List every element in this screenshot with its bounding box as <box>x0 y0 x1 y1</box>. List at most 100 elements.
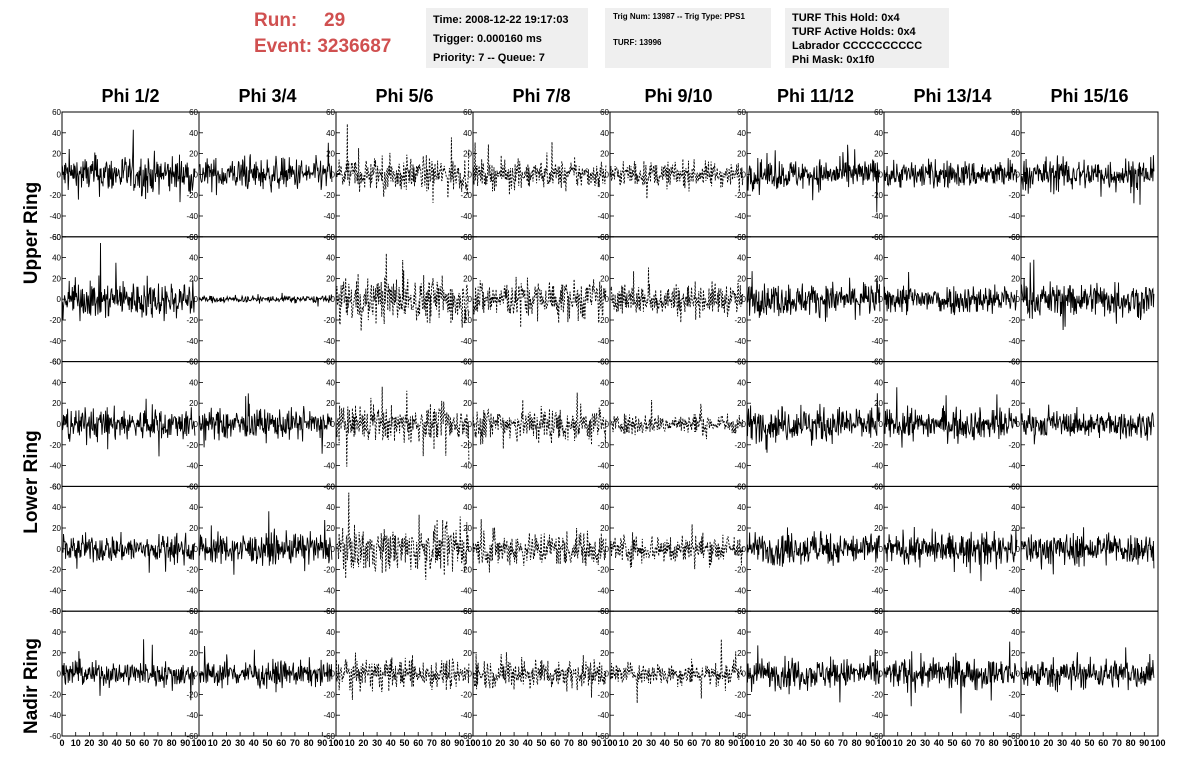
y-tick-label: -60 <box>734 482 746 491</box>
x-tick-label: 90 <box>865 738 875 748</box>
event-value: 3236687 <box>317 36 392 57</box>
y-tick-label: 40 <box>189 254 198 263</box>
y-tick-label: 40 <box>52 628 61 637</box>
y-tick-label: 20 <box>52 274 61 283</box>
y-tick-label: 60 <box>189 607 198 616</box>
x-tick-label: 80 <box>852 738 862 748</box>
y-tick-label: 60 <box>874 358 883 367</box>
y-tick-label: -60 <box>734 732 746 741</box>
run-event-box: Run: 29 Event: 3236687 <box>254 8 391 60</box>
waveform-trace <box>609 267 744 323</box>
y-tick-label: 40 <box>189 503 198 512</box>
y-tick-label: 40 <box>600 503 609 512</box>
y-tick-label: -20 <box>186 191 198 200</box>
turf-active-text: TURF Active Holds: 0x4 <box>792 26 916 38</box>
x-tick-label: 80 <box>715 738 725 748</box>
y-tick-label: 60 <box>874 607 883 616</box>
x-tick-label: 50 <box>1084 738 1094 748</box>
y-tick-label: 60 <box>1011 108 1020 117</box>
y-tick-label: -60 <box>49 732 61 741</box>
y-tick-label: 20 <box>1011 274 1020 283</box>
x-tick-label: 10 <box>619 738 629 748</box>
x-tick-label: 20 <box>632 738 642 748</box>
y-tick-label: -60 <box>734 358 746 367</box>
y-tick-label: 60 <box>326 233 335 242</box>
y-tick-label: 20 <box>52 524 61 533</box>
y-tick-label: 40 <box>189 628 198 637</box>
y-tick-label: 0 <box>879 295 884 304</box>
y-tick-label: 40 <box>463 628 472 637</box>
y-tick-label: -40 <box>1008 711 1020 720</box>
y-tick-label: 20 <box>737 274 746 283</box>
x-tick-label: 100 <box>1150 738 1165 748</box>
y-tick-label: 0 <box>194 420 199 429</box>
y-tick-label: -20 <box>1008 690 1020 699</box>
x-tick-label: 20 <box>221 738 231 748</box>
y-tick-label: 0 <box>605 545 610 554</box>
y-tick-label: 60 <box>1011 482 1020 491</box>
y-tick-label: 40 <box>189 378 198 387</box>
x-tick-label: 80 <box>304 738 314 748</box>
phi-header: Phi 1/2 <box>101 86 160 106</box>
y-tick-label: 20 <box>463 274 472 283</box>
phi-header: Phi 3/4 <box>238 86 297 106</box>
x-tick-label: 70 <box>975 738 985 748</box>
y-tick-label: -40 <box>49 337 61 346</box>
x-tick-label: 60 <box>1098 738 1108 748</box>
y-tick-label: -40 <box>460 586 472 595</box>
y-tick-label: -20 <box>597 316 609 325</box>
y-tick-label: 0 <box>468 170 473 179</box>
y-tick-label: -20 <box>49 566 61 575</box>
x-tick-label: 100 <box>465 738 480 748</box>
waveform-trace <box>609 524 744 570</box>
y-tick-label: -40 <box>871 212 883 221</box>
y-tick-label: -40 <box>1008 586 1020 595</box>
waveform-trace <box>335 123 470 203</box>
y-tick-label: 40 <box>326 628 335 637</box>
x-tick-label: 50 <box>399 738 409 748</box>
waveform-trace <box>198 292 333 307</box>
y-tick-label: -40 <box>1008 462 1020 471</box>
trig-num-text: Trig Num: 13987 -- Trig Type: PPS1 <box>613 12 745 21</box>
y-tick-label: -20 <box>734 441 746 450</box>
x-tick-label: 0 <box>607 738 612 748</box>
y-tick-label: 60 <box>600 233 609 242</box>
phi-header: Phi 7/8 <box>512 86 571 106</box>
y-tick-label: -20 <box>323 566 335 575</box>
waveform-trace <box>883 158 1018 192</box>
phi-header: Phi 9/10 <box>644 86 713 106</box>
y-tick-label: -20 <box>597 441 609 450</box>
x-tick-label: 70 <box>427 738 437 748</box>
y-tick-label: 20 <box>1011 524 1020 533</box>
run-value: 29 <box>324 10 346 31</box>
y-tick-label: -60 <box>871 732 883 741</box>
waveform-trace <box>746 527 881 567</box>
x-tick-label: 30 <box>98 738 108 748</box>
x-tick-label: 40 <box>523 738 533 748</box>
y-tick-label: 20 <box>874 150 883 159</box>
x-tick-label: 10 <box>1030 738 1040 748</box>
y-tick-label: 20 <box>189 150 198 159</box>
y-tick-label: -20 <box>1008 316 1020 325</box>
x-tick-label: 40 <box>112 738 122 748</box>
x-tick-label: 50 <box>810 738 820 748</box>
x-tick-label: 70 <box>564 738 574 748</box>
y-tick-label: -20 <box>871 316 883 325</box>
phi-header: Phi 5/6 <box>375 86 434 106</box>
y-tick-label: 60 <box>463 233 472 242</box>
x-tick-label: 70 <box>1112 738 1122 748</box>
y-tick-label: 40 <box>189 129 198 138</box>
y-tick-label: -20 <box>49 316 61 325</box>
y-tick-label: 0 <box>194 670 199 679</box>
y-tick-label: 60 <box>737 108 746 117</box>
y-tick-label: 0 <box>57 545 62 554</box>
time-info-panel: Time: 2008-12-22 19:17:03 Trigger: 0.000… <box>426 8 588 68</box>
y-tick-label: 60 <box>737 482 746 491</box>
y-tick-label: 40 <box>600 254 609 263</box>
panel-frame <box>335 610 474 737</box>
y-tick-label: 40 <box>52 378 61 387</box>
x-tick-label: 70 <box>701 738 711 748</box>
waveform-trace <box>746 144 881 213</box>
y-tick-label: -60 <box>1008 358 1020 367</box>
x-tick-label: 0 <box>59 738 64 748</box>
